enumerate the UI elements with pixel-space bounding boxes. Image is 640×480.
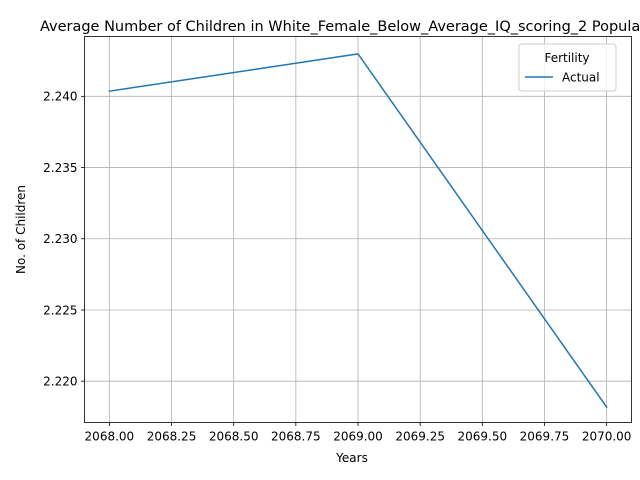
x-tick-label: 2069.00	[333, 430, 383, 444]
legend: Fertility Actual	[518, 43, 617, 92]
x-tick-label: 2068.00	[85, 430, 135, 444]
x-tick-label: 2068.75	[271, 430, 321, 444]
x-tick-label: 2070.00	[582, 430, 632, 444]
y-tick-label: 2.240	[43, 90, 77, 104]
x-tick-label: 2068.50	[209, 430, 259, 444]
axis-ticks: 2068.00 2068.25 2068.50 2068.75 2069.00 2069.…	[43, 90, 631, 444]
legend-title: Fertility	[544, 51, 589, 65]
y-tick-label: 2.225	[43, 303, 77, 317]
y-tick-label: 2.220	[43, 374, 77, 388]
x-tick-label: 2069.75	[520, 430, 570, 444]
x-tick-label: 2069.25	[395, 430, 445, 444]
y-axis-label: No. of Children	[14, 185, 28, 274]
legend-box	[518, 43, 617, 92]
legend-label-actual: Actual	[562, 71, 600, 85]
chart-title: Average Number of Children in White_Fema…	[40, 19, 640, 35]
x-axis-label: Years	[335, 451, 368, 465]
y-tick-label: 2.230	[43, 232, 77, 246]
series-layer	[108, 53, 608, 409]
y-tick-label: 2.235	[43, 161, 77, 175]
x-tick-label: 2068.25	[147, 430, 197, 444]
grid	[84, 36, 632, 423]
x-tick-label: 2069.50	[458, 430, 508, 444]
